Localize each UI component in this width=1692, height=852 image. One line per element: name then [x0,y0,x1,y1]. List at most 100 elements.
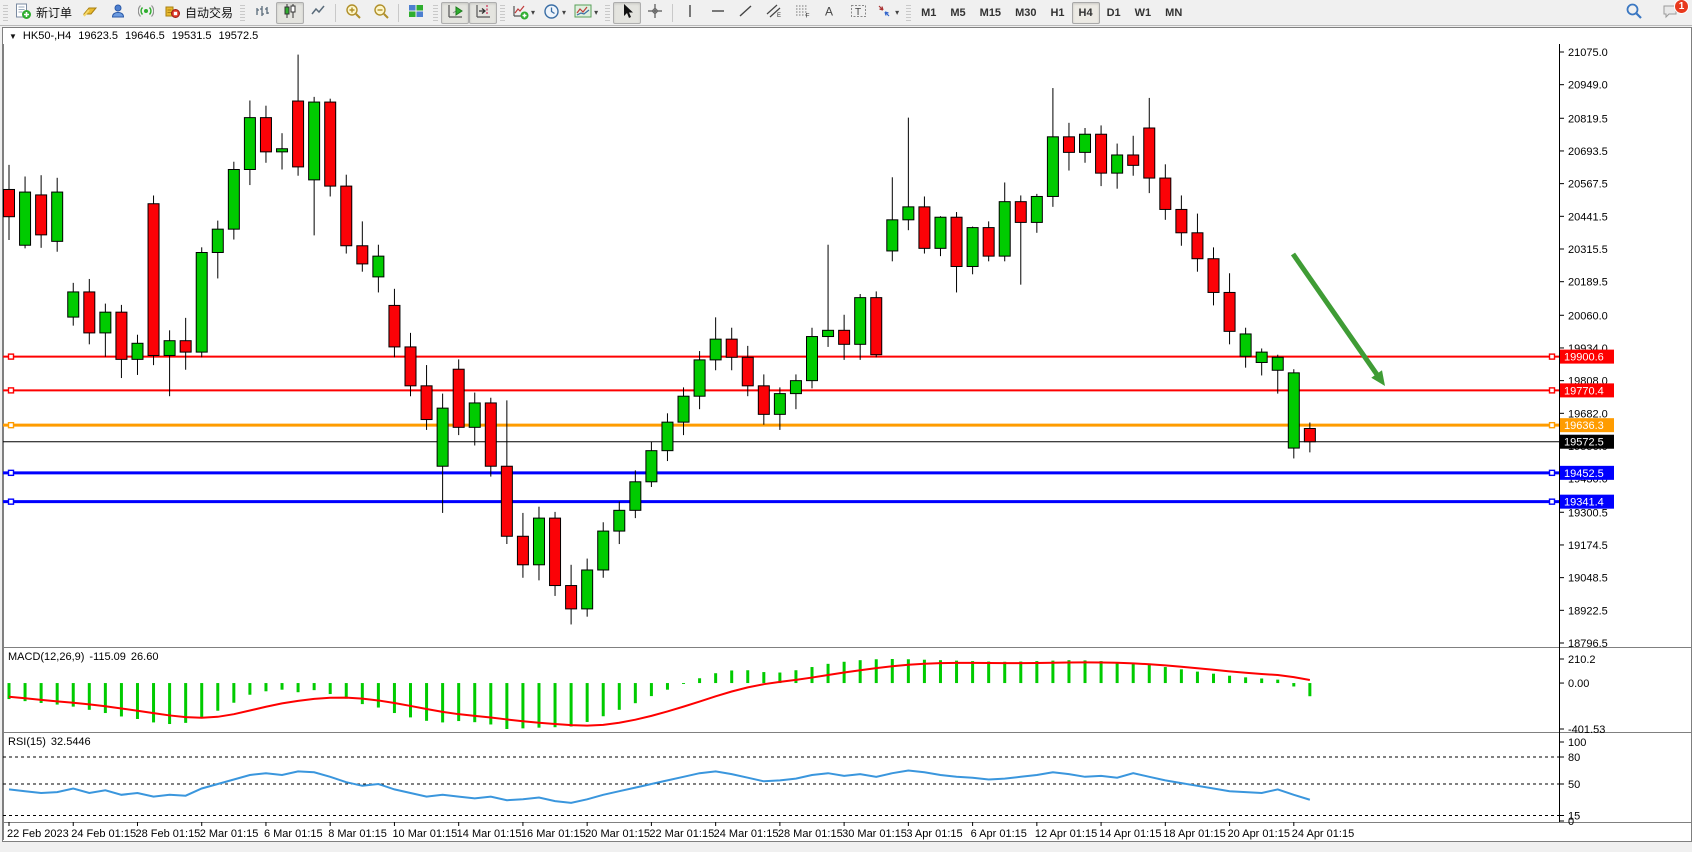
tile-windows-button[interactable] [402,2,430,24]
price-axis-label: 20189.5 [1568,277,1608,289]
text-button[interactable]: A [816,2,844,24]
candle-body [806,336,818,382]
toolbar-separator [672,3,674,22]
chart-shift-button[interactable] [469,1,498,24]
shapes-button[interactable]: ▾ [872,2,903,24]
time-axis-label: 12 Apr 01:15 [1035,828,1097,840]
candle-body [902,206,915,221]
candlestick-icon [282,3,298,22]
periods-button[interactable]: ▾ [539,2,570,24]
candle-body [3,188,15,218]
line-anchor [1548,498,1556,505]
candle-body [1046,136,1059,197]
candle-body [1239,333,1252,357]
candlestick-mode-button[interactable] [276,1,305,24]
candle-body [51,191,64,242]
candle-body [597,530,610,571]
time-axis-label: 2 Mar 01:15 [200,828,259,840]
text-a-icon: A [823,3,837,22]
line-anchor [1548,387,1556,394]
tf-button-H4[interactable]: H4 [1071,1,1100,24]
tf-button-D1[interactable]: D1 [1106,6,1121,19]
time-axis-label: 24 Mar 01:15 [714,828,779,840]
candle-body [372,255,385,278]
horizontal-line-button[interactable] [704,2,732,24]
candle-body [243,117,256,170]
text-label-button[interactable]: T [844,2,872,24]
vertical-line-button[interactable] [676,2,704,24]
equidistant-channel-icon: E [766,3,783,22]
candle-body [725,338,738,358]
cursor-button[interactable] [613,1,642,24]
tf-button-M15[interactable]: M15 [979,6,1002,19]
price-axis-label: 20315.5 [1568,244,1608,256]
time-axis-label: 30 Mar 01:15 [842,828,907,840]
price-axis-label: 18796.5 [1568,638,1608,650]
price-badge-label: 19341.4 [1564,497,1604,509]
candle-body [292,100,305,168]
candle-body [115,311,128,360]
new-order-button[interactable]: 新订单 [11,2,76,24]
alerts-button[interactable]: 1 [1656,0,1689,24]
crosshair-button[interactable] [641,2,669,24]
candle-body [452,368,465,428]
chart-shift-icon [475,3,492,22]
candle-body [934,216,947,249]
market-watch-button[interactable] [76,2,104,24]
candle-body [1191,232,1204,260]
chart-canvas[interactable]: 21075.0 20949.0 20819.5 20693.5 20567.5 20441… [3,44,1691,840]
time-axis-label: 6 Apr 01:15 [971,828,1027,840]
candle-body [1030,195,1043,223]
candle-body [516,535,529,566]
rsi-axis-label: 50 [1568,779,1580,791]
rsi-line [8,769,1311,804]
candle-body [500,465,513,537]
candle-body [693,359,706,397]
candle-body [1175,208,1188,234]
indicators-button[interactable]: ▾ [508,2,539,24]
tf-button-M30[interactable]: M30 [1015,6,1037,19]
candle-body [998,201,1011,257]
search-button[interactable] [1620,2,1648,24]
macd-axis-label: -401.53 [1568,724,1605,736]
autotrading-button[interactable]: 自动交易 [160,2,237,24]
line-anchor [7,421,15,429]
candle-body [1111,154,1124,174]
templates-button[interactable]: ▾ [570,2,602,24]
price-badge-label: 19636.3 [1564,420,1604,432]
tf-button-M5[interactable]: M5 [950,6,966,19]
candle-body [276,148,289,153]
fibonacci-button[interactable]: F [788,2,816,24]
line-chart-mode-button[interactable] [304,2,332,24]
bar-chart-mode-button[interactable] [248,2,276,24]
zoom-out-button[interactable] [367,2,395,24]
autotrading-label: 自动交易 [185,6,234,20]
zoom-in-button[interactable] [339,2,367,24]
chevron-down-icon: ▾ [594,8,599,17]
tf-button-H1[interactable]: H1 [1050,6,1065,19]
community-button[interactable] [104,2,132,24]
toolbar-grip [433,4,439,21]
bar-open-value: 19623.5 [78,30,118,42]
annotation-arrow [1290,252,1381,378]
candle-body [645,450,658,483]
candle-body [211,228,224,254]
time-axis-label: 24 Apr 01:15 [1292,828,1354,840]
price-axis-label: 19174.5 [1568,540,1608,552]
toolbar-grip [906,4,912,21]
signals-button[interactable] [132,2,160,24]
time-axis-label: 28 Mar 01:15 [778,828,843,840]
time-axis-label: 20 Mar 01:15 [585,828,650,840]
candle-body [1079,133,1092,153]
channel-button[interactable]: E [760,2,788,24]
timeframe-group: M1 M5 M15 M30 H1 H4 D1 W1 MN [914,1,1189,24]
tf-button-W1[interactable]: W1 [1134,6,1152,19]
tf-button-MN[interactable]: MN [1165,6,1183,19]
chart-titlebar[interactable]: ▼ HK50-,H4 19623.5 19646.5 19531.5 19572… [3,28,1691,45]
trendline-button[interactable] [732,2,760,24]
tf-button-M1[interactable]: M1 [921,6,937,19]
rsi-axis-label: 100 [1568,737,1586,749]
auto-scroll-button[interactable] [441,1,470,24]
line-anchor [7,387,15,394]
